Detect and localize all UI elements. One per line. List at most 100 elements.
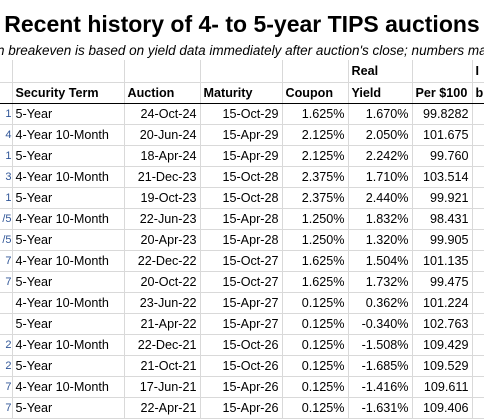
security-term-cell[interactable]: 5-Year [12, 313, 125, 335]
blank-cell[interactable] [472, 250, 484, 272]
security-term-cell[interactable]: 4-Year 10-Month [12, 292, 125, 314]
maturity-date-cell[interactable]: 15-Apr-28 [200, 208, 283, 230]
auction-date-cell[interactable]: 22-Jun-23 [124, 208, 201, 230]
security-term-cell[interactable]: 4-Year 10-Month [12, 334, 125, 356]
blank-cell[interactable] [472, 376, 484, 398]
real-yield-cell[interactable]: -1.416% [348, 376, 413, 398]
header-coupon[interactable]: Coupon [282, 82, 349, 104]
price-cell[interactable]: 109.611 [412, 376, 473, 398]
price-cell[interactable]: 109.429 [412, 334, 473, 356]
coupon-cell[interactable]: 0.125% [282, 397, 349, 419]
real-yield-cell[interactable]: -1.508% [348, 334, 413, 356]
security-term-cell[interactable]: 5-Year [12, 187, 125, 209]
price-cell[interactable]: 103.514 [412, 166, 473, 188]
auction-date-cell[interactable]: 24-Oct-24 [124, 103, 201, 125]
auction-date-cell[interactable]: 17-Jun-21 [124, 376, 201, 398]
blank-cell[interactable] [472, 334, 484, 356]
real-yield-cell[interactable]: 1.832% [348, 208, 413, 230]
header-cell[interactable] [412, 60, 473, 83]
header-cell-cut[interactable]: b [472, 82, 484, 104]
real-yield-cell[interactable]: 1.670% [348, 103, 413, 125]
coupon-cell[interactable]: 2.375% [282, 187, 349, 209]
coupon-cell[interactable]: 1.625% [282, 271, 349, 293]
coupon-cell[interactable]: 0.125% [282, 292, 349, 314]
maturity-date-cell[interactable]: 15-Apr-29 [200, 124, 283, 146]
price-cell[interactable]: 99.8282 [412, 103, 473, 125]
header-cell-cut[interactable]: I [472, 60, 484, 83]
auction-date-cell[interactable]: 20-Apr-23 [124, 229, 201, 251]
blank-cell[interactable] [472, 313, 484, 335]
blank-cell[interactable] [472, 292, 484, 314]
row-marker-cell[interactable]: 4 [0, 124, 13, 146]
header-cell[interactable] [0, 60, 13, 83]
auction-date-cell[interactable]: 22-Dec-21 [124, 334, 201, 356]
maturity-date-cell[interactable]: 15-Oct-28 [200, 187, 283, 209]
real-yield-cell[interactable]: -1.685% [348, 355, 413, 377]
real-yield-cell[interactable]: 2.242% [348, 145, 413, 167]
coupon-cell[interactable]: 1.250% [282, 229, 349, 251]
auction-date-cell[interactable]: 20-Jun-24 [124, 124, 201, 146]
row-marker-cell[interactable]: 1 [0, 145, 13, 167]
security-term-cell[interactable]: 4-Year 10-Month [12, 124, 125, 146]
blank-cell[interactable] [472, 229, 484, 251]
security-term-cell[interactable]: 5-Year [12, 229, 125, 251]
coupon-cell[interactable]: 0.125% [282, 313, 349, 335]
blank-cell[interactable] [472, 145, 484, 167]
auction-date-cell[interactable]: 19-Oct-23 [124, 187, 201, 209]
price-cell[interactable]: 99.905 [412, 229, 473, 251]
coupon-cell[interactable]: 1.625% [282, 103, 349, 125]
security-term-cell[interactable]: 5-Year [12, 103, 125, 125]
header-security-term[interactable]: Security Term [12, 82, 125, 104]
blank-cell[interactable] [472, 187, 484, 209]
blank-cell[interactable] [472, 103, 484, 125]
maturity-date-cell[interactable]: 15-Apr-28 [200, 229, 283, 251]
auction-date-cell[interactable]: 18-Apr-24 [124, 145, 201, 167]
security-term-cell[interactable]: 4-Year 10-Month [12, 166, 125, 188]
header-cell[interactable] [282, 60, 349, 83]
row-marker-cell[interactable]: 7 [0, 397, 13, 419]
auction-date-cell[interactable]: 23-Jun-22 [124, 292, 201, 314]
blank-cell[interactable] [472, 124, 484, 146]
auction-date-cell[interactable]: 20-Oct-22 [124, 271, 201, 293]
real-yield-cell[interactable]: 2.050% [348, 124, 413, 146]
header-cell-real[interactable]: Real [348, 60, 413, 83]
maturity-date-cell[interactable]: 15-Apr-26 [200, 397, 283, 419]
row-marker-cell[interactable]: 7 [0, 250, 13, 272]
blank-cell[interactable] [472, 355, 484, 377]
row-marker-cell[interactable]: 7 [0, 376, 13, 398]
maturity-date-cell[interactable]: 15-Oct-26 [200, 355, 283, 377]
maturity-date-cell[interactable]: 15-Apr-26 [200, 376, 283, 398]
coupon-cell[interactable]: 0.125% [282, 355, 349, 377]
price-cell[interactable]: 99.921 [412, 187, 473, 209]
security-term-cell[interactable]: 5-Year [12, 397, 125, 419]
security-term-cell[interactable]: 4-Year 10-Month [12, 208, 125, 230]
price-cell[interactable]: 99.475 [412, 271, 473, 293]
header-cell[interactable] [124, 60, 201, 83]
price-cell[interactable]: 109.406 [412, 397, 473, 419]
maturity-date-cell[interactable]: 15-Oct-28 [200, 166, 283, 188]
row-marker-cell[interactable]: /5 [0, 229, 13, 251]
row-marker-cell[interactable]: 2 [0, 355, 13, 377]
real-yield-cell[interactable]: 1.732% [348, 271, 413, 293]
security-term-cell[interactable]: 4-Year 10-Month [12, 250, 125, 272]
real-yield-cell[interactable]: 1.320% [348, 229, 413, 251]
row-marker-cell[interactable]: 1 [0, 187, 13, 209]
real-yield-cell[interactable]: 0.362% [348, 292, 413, 314]
price-cell[interactable]: 101.135 [412, 250, 473, 272]
coupon-cell[interactable]: 2.125% [282, 124, 349, 146]
auction-date-cell[interactable]: 22-Dec-22 [124, 250, 201, 272]
header-auction[interactable]: Auction [124, 82, 201, 104]
real-yield-cell[interactable]: -0.340% [348, 313, 413, 335]
price-cell[interactable]: 98.431 [412, 208, 473, 230]
coupon-cell[interactable]: 0.125% [282, 334, 349, 356]
header-price[interactable]: Per $100 [412, 82, 473, 104]
price-cell[interactable]: 101.224 [412, 292, 473, 314]
header-yield[interactable]: Yield [348, 82, 413, 104]
header-cell[interactable] [200, 60, 283, 83]
price-cell[interactable]: 99.760 [412, 145, 473, 167]
maturity-date-cell[interactable]: 15-Oct-26 [200, 334, 283, 356]
coupon-cell[interactable]: 2.125% [282, 145, 349, 167]
price-cell[interactable]: 101.675 [412, 124, 473, 146]
security-term-cell[interactable]: 5-Year [12, 145, 125, 167]
security-term-cell[interactable]: 5-Year [12, 355, 125, 377]
